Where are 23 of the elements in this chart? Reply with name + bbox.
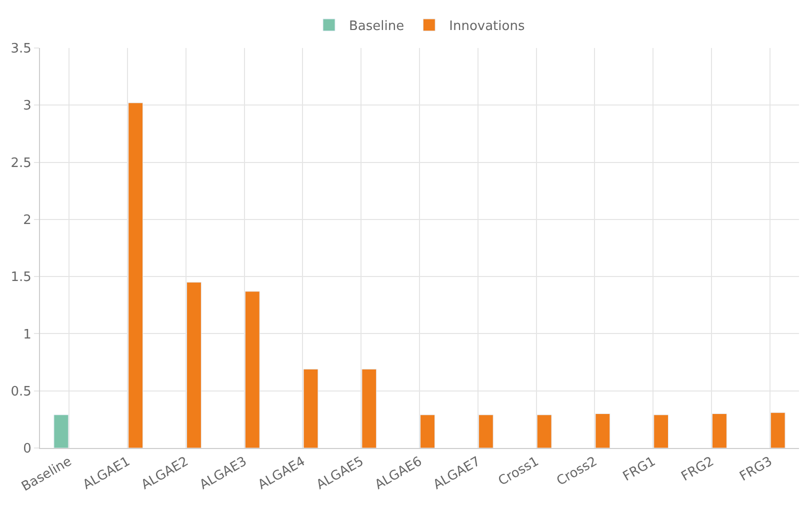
legend-label: Baseline <box>349 19 404 34</box>
bar <box>770 412 786 448</box>
bar <box>54 414 69 448</box>
y-tick-label: 2.5 <box>10 156 32 171</box>
y-tick-label: 0.5 <box>10 384 32 400</box>
legend-label: Innovations <box>449 19 525 34</box>
bar <box>654 414 669 448</box>
bar <box>362 368 377 448</box>
y-tick-label: 1 <box>23 327 32 342</box>
y-tick-label: 3 <box>23 98 32 114</box>
bar <box>186 282 202 448</box>
bar <box>536 414 552 448</box>
bar <box>420 414 435 448</box>
y-tick-label: 0 <box>23 442 32 457</box>
y-tick-label: 3.5 <box>10 42 32 57</box>
y-tick-label: 2 <box>23 212 32 228</box>
bar <box>712 413 727 448</box>
bar <box>303 368 318 448</box>
bar <box>244 291 260 448</box>
y-tick-label: 1.5 <box>10 270 32 286</box>
bar <box>128 102 144 448</box>
bar <box>595 413 610 448</box>
bar <box>478 414 494 448</box>
